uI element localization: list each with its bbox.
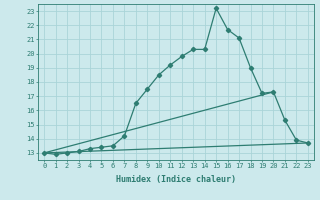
X-axis label: Humidex (Indice chaleur): Humidex (Indice chaleur)	[116, 175, 236, 184]
